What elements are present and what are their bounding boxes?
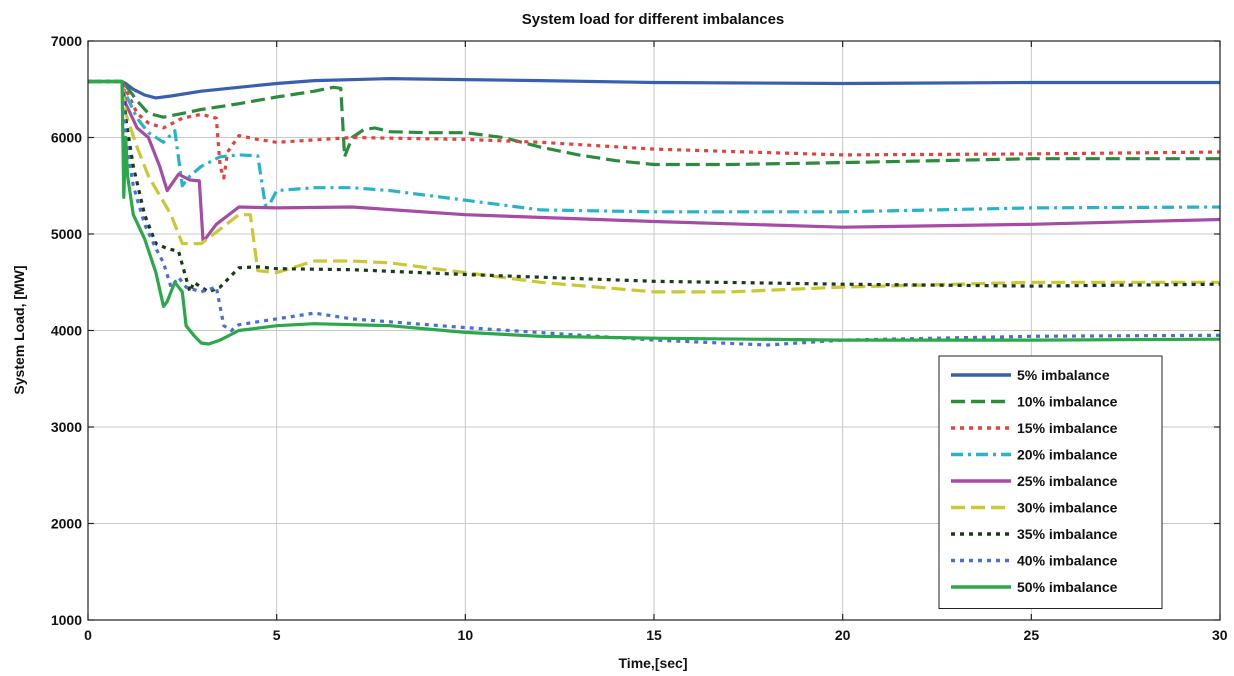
legend-label: 5% imbalance	[1017, 367, 1110, 383]
x-tick-label: 10	[458, 627, 474, 643]
series-line-4	[88, 79, 1221, 214]
y-tick-label: 5000	[51, 226, 82, 242]
series-line-6	[88, 79, 1220, 294]
chart-title: System load for different imbalances	[522, 11, 785, 28]
legend-label: 15% imbalance	[1017, 420, 1118, 436]
legend-label: 25% imbalance	[1017, 473, 1118, 489]
x-tick-label: 5	[273, 627, 281, 643]
legend-label: 50% imbalance	[1017, 579, 1118, 595]
legend-label: 35% imbalance	[1017, 526, 1118, 542]
y-tick-label: 1000	[51, 612, 82, 628]
series-lines	[88, 76, 1221, 347]
y-axis-label: System Load, [MW]	[11, 265, 27, 394]
series-line-2	[88, 79, 1220, 167]
legend-label: 20% imbalance	[1017, 447, 1118, 463]
x-tick-label: 0	[84, 627, 92, 643]
legend-label: 10% imbalance	[1017, 394, 1118, 410]
legend-label: 40% imbalance	[1017, 553, 1118, 569]
x-tick-label: 25	[1024, 627, 1040, 643]
x-tick-label: 15	[646, 627, 662, 643]
y-tick-label: 6000	[51, 130, 82, 146]
legend-label: 30% imbalance	[1017, 500, 1118, 516]
series-line-9	[88, 79, 1221, 346]
series-line-1	[88, 76, 1220, 100]
series-line-7	[88, 79, 1221, 294]
axis-ticks: 0 5 10 15 20 25 30 1000 2000 3000 4000 5000 6000 7000	[51, 33, 1228, 643]
x-tick-label: 20	[835, 627, 851, 643]
y-tick-label: 3000	[51, 419, 82, 435]
legend: 5% imbalance 10% imbalance 15% imbalance 20…	[938, 355, 1163, 609]
y-tick-label: 7000	[51, 33, 82, 49]
x-axis-label: Time,[sec]	[619, 655, 688, 671]
x-tick-label: 30	[1212, 627, 1228, 643]
y-tick-label: 2000	[51, 516, 82, 532]
y-tick-label: 4000	[51, 323, 82, 339]
series-line-3	[88, 79, 1221, 180]
series-line-8	[88, 79, 1221, 347]
series-line-5	[88, 79, 1221, 244]
